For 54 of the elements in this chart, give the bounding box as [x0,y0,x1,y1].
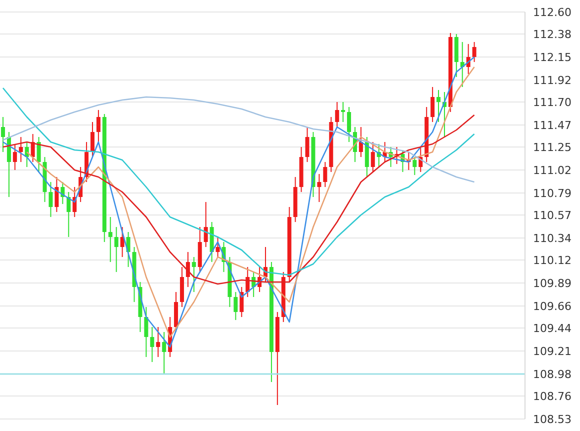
candlestick [204,202,208,248]
candlestick [234,292,238,320]
candlestick [323,162,328,188]
candlestick [358,126,363,158]
y-tick-label: 109.89 [533,276,572,290]
y-tick-label: 108.76 [533,390,572,403]
y-tick-label: 112.15 [533,50,572,64]
candlestick [305,126,310,162]
candlestick [1,116,5,152]
candlestick [156,326,160,358]
candlestick [12,144,17,170]
candlestick [430,86,435,122]
candlestick [54,176,59,212]
y-tick-label: 112.60 [533,6,572,19]
candlestick [114,226,118,272]
y-tick-label: 111.47 [533,118,572,132]
y-tick-label: 112.38 [533,28,572,41]
y-tick-label: 109.44 [533,322,572,335]
candlestick [36,136,41,172]
candlestick [216,236,220,258]
y-tick-label: 111.02 [533,164,572,177]
candlestick [48,182,53,218]
candlestick [341,102,346,122]
candlestick [412,156,417,176]
y-tick-label: 110.79 [533,186,572,200]
y-tick-label: 111.25 [533,140,572,154]
candlestick [335,102,340,128]
y-tick-label: 111.92 [533,74,572,87]
candlestick [150,326,154,362]
y-tick-label: 110.34 [533,232,572,245]
y-tick-label: 108.98 [533,368,572,381]
candlestick [144,306,148,358]
y-tick-label: 111.70 [533,96,572,109]
y-tick-label: 109.66 [533,300,572,313]
line-series [2,114,475,285]
candlestick [90,122,94,158]
candlestick [66,192,71,238]
candlestick [472,42,476,62]
candlestick [120,226,124,258]
candlestick [96,110,100,142]
line-series [2,96,475,183]
y-tick-label: 110.12 [533,254,572,267]
candlestick [370,142,375,172]
candlestick [317,174,322,202]
candlestick [436,90,441,122]
candlestick [162,332,166,374]
candlestick [108,216,112,262]
y-tick-label: 110.57 [533,208,572,222]
y-tick-label: 109.21 [533,344,572,358]
candlestick [18,136,23,162]
line-series [2,87,475,276]
candlestick [192,256,196,292]
y-tick-label: 108.53 [533,412,572,426]
candlestick [347,106,352,142]
